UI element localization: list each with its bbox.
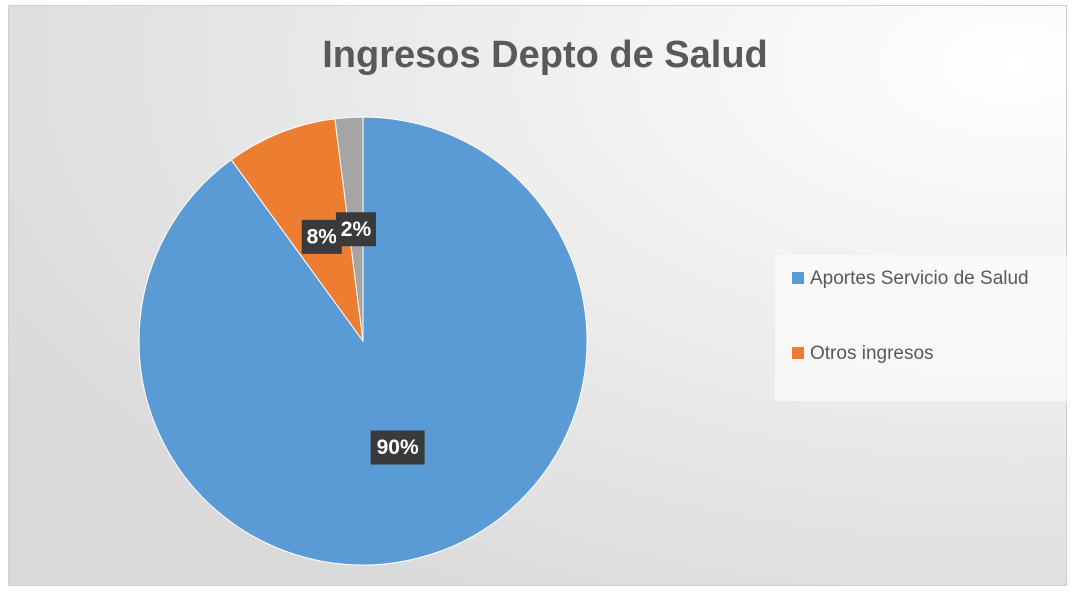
data-label-box <box>301 219 342 254</box>
legend <box>775 255 1070 401</box>
pie-slice <box>230 118 364 342</box>
legend-label: Otros ingresos <box>810 343 934 364</box>
legend-swatch <box>792 347 804 359</box>
legend-label: Aportes Servicio de Salud <box>810 268 1029 289</box>
data-label-box <box>335 212 376 247</box>
data-label: 8% <box>307 225 338 248</box>
legend-swatch <box>792 272 804 284</box>
data-label-box <box>370 430 425 465</box>
data-label: 2% <box>341 218 372 241</box>
data-label: 90% <box>377 436 419 459</box>
chart-title: Ingresos Depto de Salud <box>322 34 768 76</box>
